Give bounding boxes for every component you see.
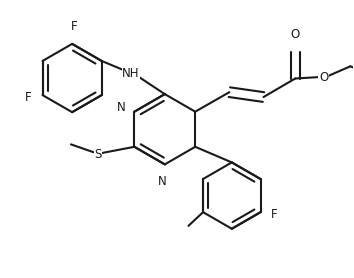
- Text: NH: NH: [122, 67, 140, 80]
- Text: F: F: [71, 20, 78, 33]
- Text: N: N: [158, 175, 167, 188]
- Text: S: S: [94, 148, 102, 161]
- Text: F: F: [25, 91, 32, 104]
- Text: O: O: [291, 28, 300, 41]
- Text: F: F: [271, 208, 278, 221]
- Text: N: N: [117, 101, 126, 114]
- Text: O: O: [319, 71, 328, 84]
